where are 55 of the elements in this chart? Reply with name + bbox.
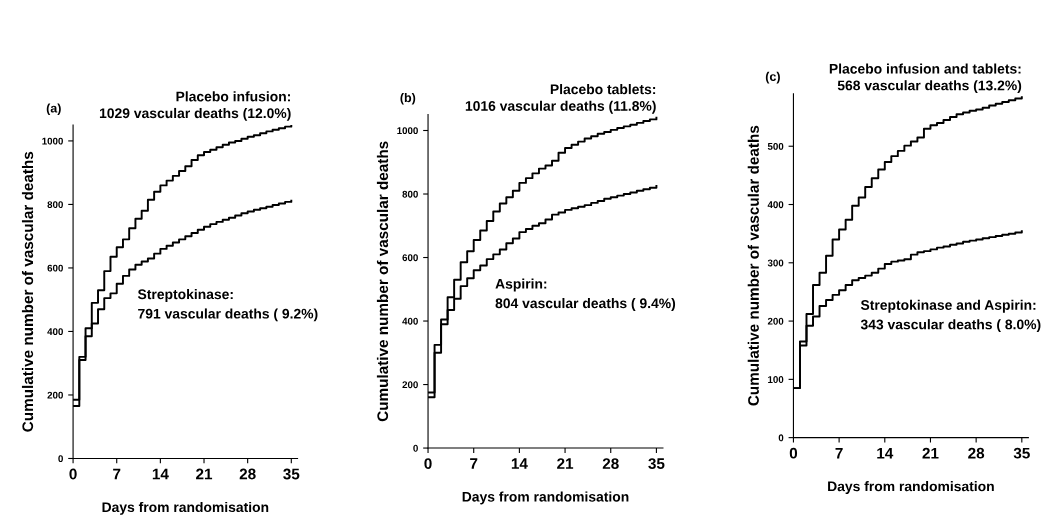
x-tick-label: 0: [424, 458, 432, 469]
x-tick-label: 7: [113, 468, 121, 480]
chart-title: (c): [765, 71, 780, 84]
y-tick-label: 800: [47, 201, 63, 209]
text: 1029 vascular deaths (12.0%): [99, 107, 291, 121]
text: 568 vascular deaths (13.2%): [837, 80, 1022, 94]
x-axis-title: Days from randomisation: [828, 481, 994, 494]
x-tick-label: 21: [922, 447, 939, 459]
x-tick-label: 28: [968, 447, 985, 459]
x-tick-label: 14: [511, 458, 528, 469]
y-tick-label: 400: [402, 317, 418, 325]
y-tick-label: 400: [767, 201, 784, 209]
x-tick-label: 35: [1013, 447, 1030, 459]
series-label: Streptokinase and Aspirin:: [860, 299, 1036, 313]
series-label: Placebo infusion and tablets:: [829, 63, 1021, 74]
y-tick-label: 600: [47, 264, 63, 272]
x-tick-label: 0: [69, 468, 77, 480]
y-tick-label: 400: [47, 328, 63, 336]
series-label: Placebo infusion:: [176, 91, 290, 102]
y-tick-label: 0: [778, 434, 784, 442]
x-tick-label: 21: [557, 458, 574, 469]
y-tick-label: 1000: [42, 137, 63, 145]
x-tick-label: 35: [648, 458, 665, 470]
x-tick-label: 28: [602, 458, 619, 469]
y-tick-label: 500: [767, 142, 784, 150]
chart-title: (b): [400, 92, 416, 105]
series-label: Streptokinase:: [137, 288, 233, 302]
y-axis-title: Cumulative number of vascular deaths: [21, 151, 34, 432]
x-tick-label: 7: [835, 447, 843, 459]
y-tick-label: 600: [402, 254, 418, 262]
x-tick-label: 14: [877, 447, 894, 459]
y-tick-label: 200: [402, 381, 418, 389]
series-label: Placebo tablets:: [550, 84, 656, 95]
text: 1016 vascular deaths (11.8%): [465, 100, 656, 114]
y-tick-label: 200: [47, 391, 63, 399]
annotation: 791 vascular deaths ( 9.2%): [138, 308, 318, 322]
y-tick-label: 200: [767, 317, 784, 325]
x-tick-label: 7: [470, 458, 478, 469]
annotation: 343 vascular deaths ( 8.0%): [860, 319, 1041, 333]
y-tick-label: 100: [768, 376, 784, 383]
annotation: 804 vascular deaths ( 9.4%): [495, 298, 676, 311]
x-tick-label: 21: [196, 468, 213, 480]
x-axis-title: Days from randomisation: [462, 491, 629, 505]
y-tick-label: 1000: [397, 127, 418, 135]
y-axis-title: Cumulative number of vascular deaths: [747, 125, 759, 406]
x-tick-label: 14: [152, 468, 169, 480]
y-axis-title: Cumulative number of vascular deaths: [376, 141, 389, 422]
x-axis-title: Days from randomisation: [102, 501, 269, 515]
x-tick-label: 28: [239, 468, 256, 480]
y-tick-label: 800: [402, 190, 418, 198]
x-tick-label: 35: [283, 468, 300, 480]
series-label: Aspirin:: [495, 278, 547, 292]
y-tick-label: 300: [767, 259, 784, 267]
chart-title: (a): [46, 103, 61, 116]
x-tick-label: 0: [789, 447, 798, 459]
